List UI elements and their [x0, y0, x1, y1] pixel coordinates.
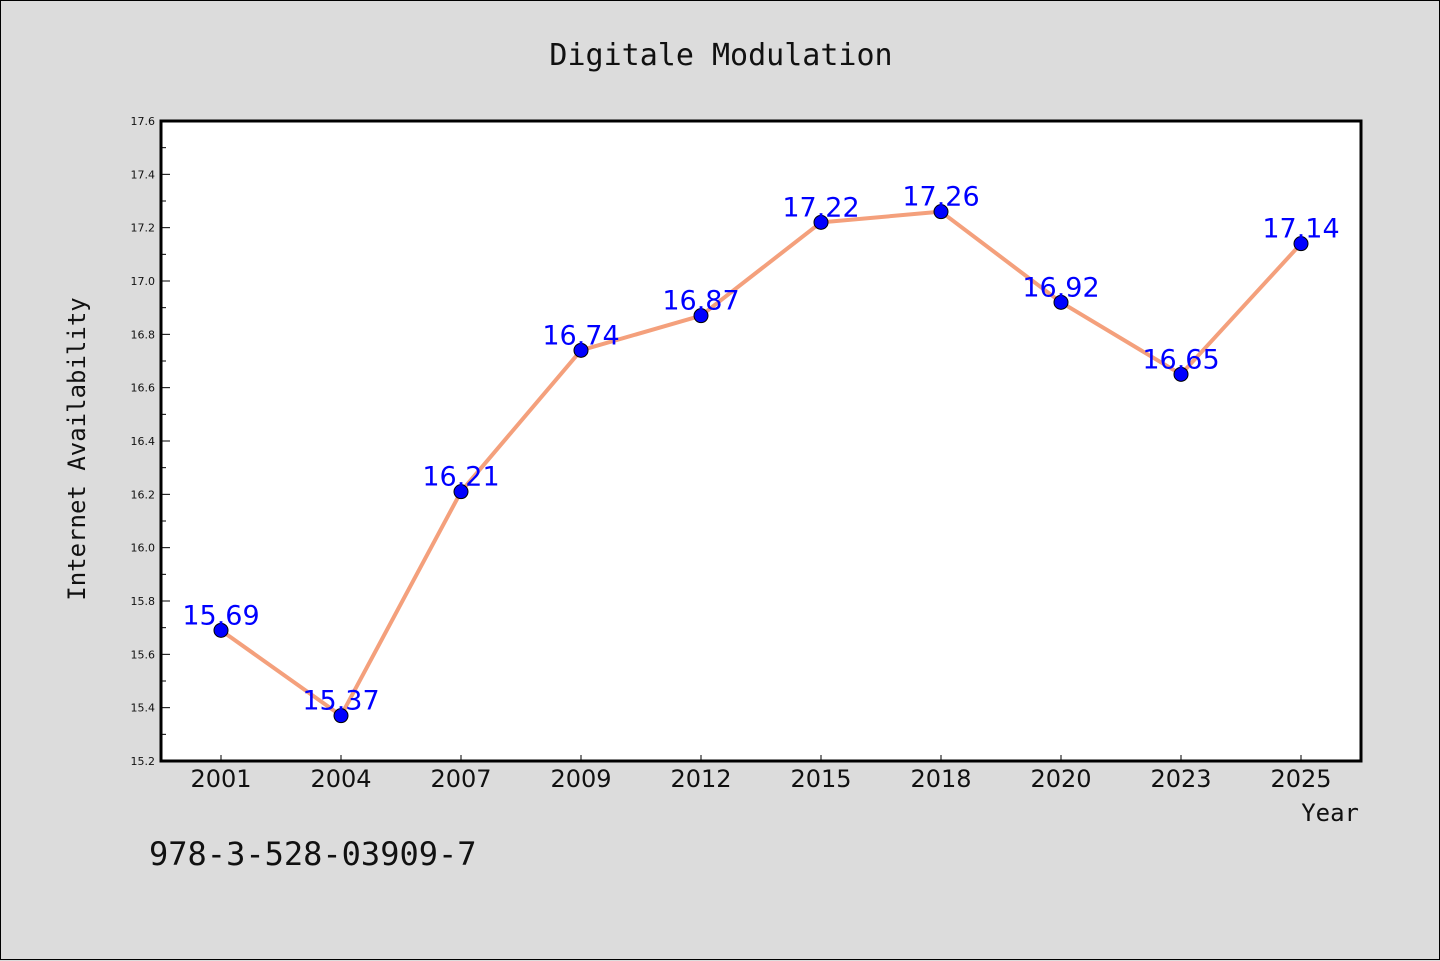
data-label: 16.87: [662, 286, 739, 317]
plot-border: [159, 119, 1363, 763]
y-tick-label: 17.2: [131, 222, 156, 235]
data-label: 17.22: [782, 192, 859, 223]
data-label: 15.37: [302, 686, 379, 717]
x-tick-label: 2018: [910, 765, 971, 793]
data-point: [213, 622, 229, 638]
data-point: [933, 204, 949, 220]
series-line-group: 15.69 15.37 16.21 16.74 16.87 17.22 17.26 16.92…: [182, 182, 1340, 724]
data-point: [1173, 366, 1189, 382]
data-point: [1053, 294, 1069, 310]
y-tick-label: 16.0: [131, 542, 156, 555]
data-point: [333, 708, 349, 724]
x-tick-label: 2020: [1030, 765, 1091, 793]
data-label: 16.65: [1142, 344, 1219, 375]
data-label: 17.26: [902, 182, 979, 213]
y-tick-label: 17.4: [131, 168, 156, 181]
x-tick-label: 2012: [670, 765, 731, 793]
y-tick-label: 17.6: [131, 115, 156, 128]
x-axis: 2001 2004 2007 2009 2012 2015 2018 2020 2023 2025: [190, 755, 1332, 793]
chart-title: Digitale Modulation: [549, 38, 892, 73]
y-tick-label: 15.6: [131, 648, 156, 661]
y-tick-label: 16.4: [131, 435, 156, 448]
x-tick-label: 2023: [1150, 765, 1211, 793]
x-axis-title: Year: [1301, 799, 1359, 827]
data-label: 15.69: [182, 600, 259, 631]
data-label: 16.21: [422, 462, 499, 493]
series-line: [219, 209, 1303, 718]
data-point: [453, 484, 469, 500]
y-axis: 15.2 15.4 15.6 15.8 16.0 16.2 16.4 16.6 16.8 17.0…: [131, 115, 170, 768]
x-tick-label: 2004: [310, 765, 371, 793]
y-tick-label: 15.4: [131, 702, 156, 715]
isbn-text: 978-3-528-03909-7: [149, 835, 477, 873]
data-point: [693, 308, 709, 324]
data-label: 16.74: [542, 320, 619, 351]
data-point: [573, 342, 589, 358]
x-tick-label: 2025: [1270, 765, 1331, 793]
y-tick-label: 16.8: [131, 328, 156, 341]
data-label: 16.92: [1022, 272, 1099, 303]
y-tick-label: 17.0: [131, 275, 156, 288]
plot-area: [161, 121, 1361, 761]
data-point: [813, 214, 829, 230]
y-tick-label: 15.8: [131, 595, 156, 608]
data-label: 17.14: [1262, 214, 1339, 245]
y-tick-label: 16.6: [131, 382, 156, 395]
x-tick-label: 2007: [430, 765, 491, 793]
y-axis-title: Internet Availability: [63, 297, 91, 600]
x-tick-label: 2015: [790, 765, 851, 793]
y-tick-label: 16.2: [131, 488, 156, 501]
data-point: [1293, 236, 1309, 252]
y-tick-label: 15.2: [131, 755, 156, 768]
x-tick-label: 2009: [550, 765, 611, 793]
x-tick-label: 2001: [190, 765, 251, 793]
